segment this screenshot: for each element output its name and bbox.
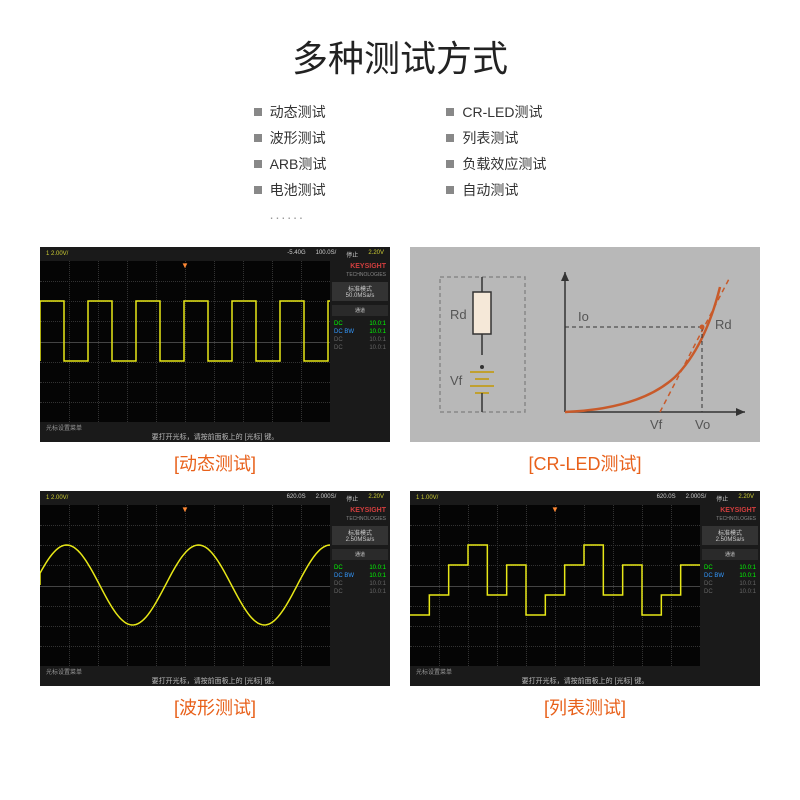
channel-row: DC10.0:1 (330, 320, 390, 328)
svg-text:Vf: Vf (650, 417, 663, 432)
channel-row: DC BW10.0:1 (330, 572, 390, 580)
bullet-icon (446, 186, 454, 194)
svg-text:Vo: Vo (695, 417, 710, 432)
channel-header: 通道 (332, 549, 388, 560)
svg-text:Io: Io (578, 309, 589, 324)
keysight-logo: KEYSIGHT (330, 261, 390, 272)
scope-top-bar: 1 1.00V/620.0S2.000S/停止2.20V (410, 491, 760, 505)
feature-item: 动态测试 (254, 102, 327, 122)
channel-row: DC10.0:1 (330, 336, 390, 344)
bullet-icon (254, 160, 262, 168)
scope-sidebar: KEYSIGHTTECHNOLOGIES 标准模式50.0MSa/s 通道 DC10.… (330, 261, 390, 422)
main-title: 多种测试方式 (0, 0, 800, 82)
scope-sidebar: KEYSIGHTTECHNOLOGIES 标准模式2.50MSa/s 通道 DC10.… (700, 505, 760, 666)
oscilloscope-panel: 1 2.00V/-5.40G100.0S/停止2.20V▼KEYSIGHTTEC… (40, 247, 390, 442)
features-col-right: CR-LED测试列表测试负载效应测试自动测试 (446, 102, 546, 222)
features-list: 动态测试波形测试 ARB测试电池测试...... CR-LED测试列表测试负载效应… (0, 102, 800, 222)
channel-header: 通道 (702, 549, 758, 560)
panel-label: [动态测试] (174, 450, 256, 476)
diagram-svg: Rd Vf Io Vo Vf Rd (410, 247, 760, 442)
panel-label: [CR-LED测试] (528, 450, 641, 476)
keysight-sub: TECHNOLOGIES (700, 516, 760, 522)
feature-item: 波形测试 (254, 128, 327, 148)
oscilloscope-panel: 1 1.00V/620.0S2.000S/停止2.20V▼KEYSIGHTTEC… (410, 491, 760, 686)
channel-row: DC10.0:1 (330, 580, 390, 588)
svg-text:Rd: Rd (715, 317, 732, 332)
feature-item: ARB测试 (254, 154, 327, 174)
feature-item: ...... (254, 206, 327, 222)
bullet-icon (254, 108, 262, 116)
scope-top-bar: 1 2.00V/-5.40G100.0S/停止2.20V (40, 247, 390, 261)
oscilloscope-panel: 1 2.00V/620.0S2.000S/停止2.20V▼KEYSIGHTTEC… (40, 491, 390, 686)
panel-wrap: 1 2.00V/620.0S2.000S/停止2.20V▼KEYSIGHTTEC… (40, 491, 390, 720)
keysight-sub: TECHNOLOGIES (330, 272, 390, 278)
scope-bottom-bar: 光标设置菜单要打开光标，请按前面板上的 [光标] 键。 (40, 666, 390, 686)
waveform-trace (40, 505, 330, 666)
svg-text:Vf: Vf (450, 373, 463, 388)
panel-label: [波形测试] (174, 694, 256, 720)
bullet-icon (446, 160, 454, 168)
keysight-logo: KEYSIGHT (330, 505, 390, 516)
mode-box: 标准模式50.0MSa/s (332, 282, 388, 301)
panel-wrap: Rd Vf Io Vo Vf Rd [CR-LED测试] (410, 247, 760, 476)
bullet-icon (254, 186, 262, 194)
channel-row: DC10.0:1 (700, 588, 760, 596)
svg-text:Rd: Rd (450, 307, 467, 322)
channel-row: DC10.0:1 (700, 564, 760, 572)
scope-top-bar: 1 2.00V/620.0S2.000S/停止2.20V (40, 491, 390, 505)
channel-row: DC10.0:1 (330, 344, 390, 352)
bullet-icon (446, 134, 454, 142)
mode-box: 标准模式2.50MSa/s (332, 526, 388, 545)
feature-item: 自动测试 (446, 180, 546, 200)
feature-item: 列表测试 (446, 128, 546, 148)
channel-header: 通道 (332, 305, 388, 316)
channel-row: DC BW10.0:1 (330, 328, 390, 336)
features-col-left: 动态测试波形测试 ARB测试电池测试...... (254, 102, 327, 222)
feature-item: CR-LED测试 (446, 102, 546, 122)
scope-bottom-bar: 光标设置菜单要打开光标，请按前面板上的 [光标] 键。 (410, 666, 760, 686)
waveform-trace (40, 261, 330, 422)
scope-bottom-bar: 光标设置菜单要打开光标，请按前面板上的 [光标] 键。 (40, 422, 390, 442)
panel-grid: 1 2.00V/-5.40G100.0S/停止2.20V▼KEYSIGHTTEC… (0, 222, 800, 730)
scope-plot-area: ▼ (410, 505, 700, 666)
channel-row: DC10.0:1 (330, 564, 390, 572)
scope-plot-area: ▼ (40, 505, 330, 666)
bullet-icon (254, 134, 262, 142)
keysight-logo: KEYSIGHT (700, 505, 760, 516)
keysight-sub: TECHNOLOGIES (330, 516, 390, 522)
channel-row: DC10.0:1 (700, 580, 760, 588)
panel-label: [列表测试] (544, 694, 626, 720)
panel-wrap: 1 2.00V/-5.40G100.0S/停止2.20V▼KEYSIGHTTEC… (40, 247, 390, 476)
scope-sidebar: KEYSIGHTTECHNOLOGIES 标准模式2.50MSa/s 通道 DC10.… (330, 505, 390, 666)
panel-wrap: 1 1.00V/620.0S2.000S/停止2.20V▼KEYSIGHTTEC… (410, 491, 760, 720)
scope-plot-area: ▼ (40, 261, 330, 422)
mode-box: 标准模式2.50MSa/s (702, 526, 758, 545)
channel-row: DC10.0:1 (330, 588, 390, 596)
channel-row: DC BW10.0:1 (700, 572, 760, 580)
bullet-icon (446, 108, 454, 116)
feature-item: 负载效应测试 (446, 154, 546, 174)
waveform-trace (410, 505, 700, 666)
cr-led-diagram: Rd Vf Io Vo Vf Rd (410, 247, 760, 442)
feature-item: 电池测试 (254, 180, 327, 200)
